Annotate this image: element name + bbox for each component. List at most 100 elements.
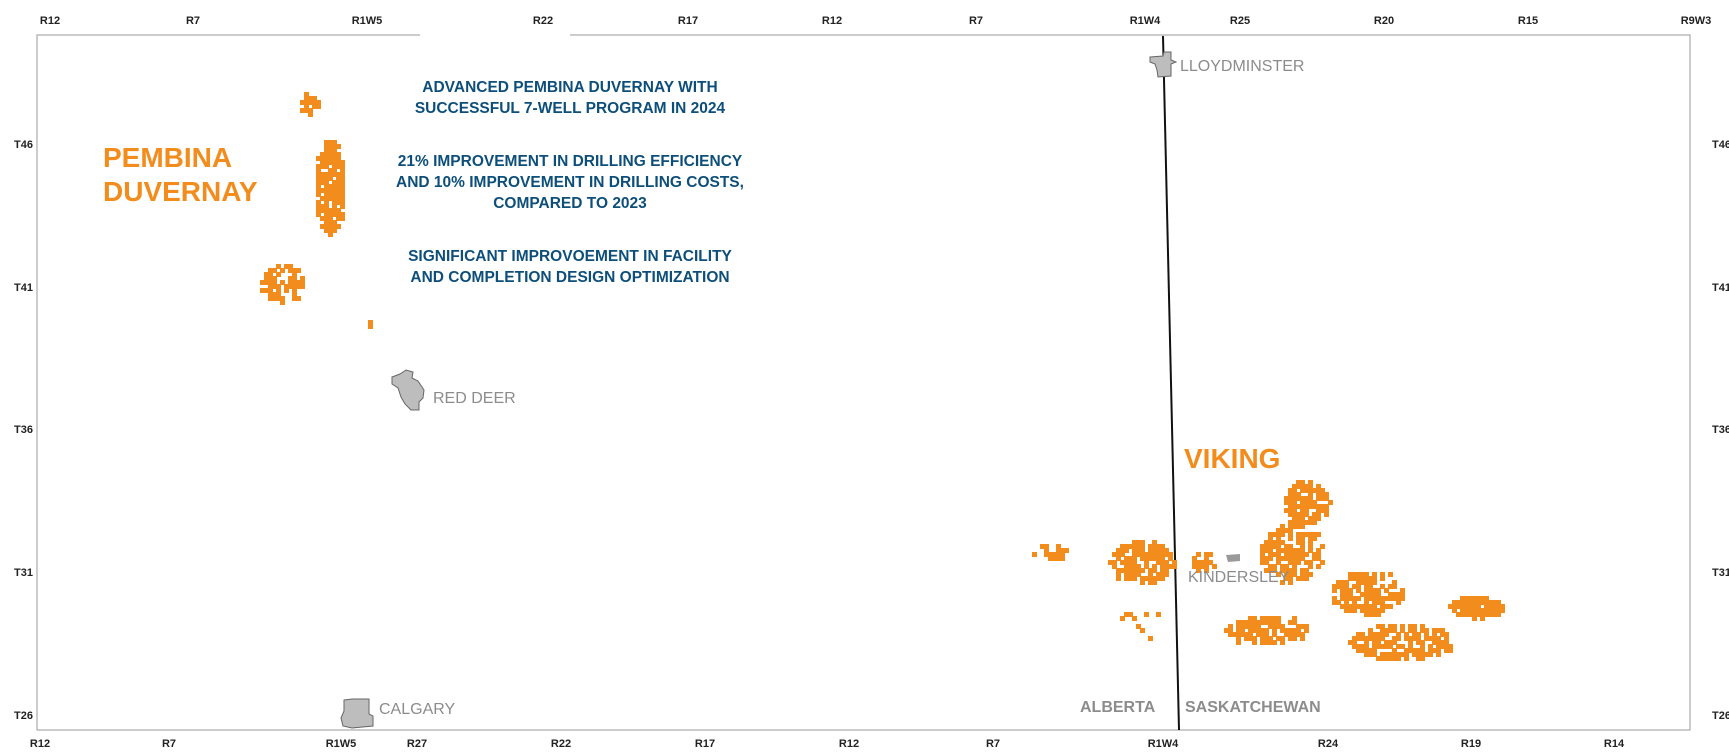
- well-cell: [1376, 640, 1381, 645]
- well-cell: [1276, 560, 1281, 565]
- well-cell: [328, 232, 333, 237]
- well-cell: [1352, 572, 1357, 577]
- well-cell: [1356, 644, 1361, 649]
- well-cell: [1288, 636, 1293, 641]
- well-cell: [1160, 544, 1165, 549]
- well-cell: [1292, 508, 1297, 513]
- well-cell: [1492, 604, 1497, 609]
- well-cell: [1172, 564, 1177, 569]
- well-cell: [1252, 620, 1257, 625]
- well-cell: [1488, 612, 1493, 617]
- well-cell: [1260, 556, 1265, 561]
- well-cell: [1284, 544, 1289, 549]
- well-cell: [1204, 560, 1209, 565]
- well-cell: [292, 284, 297, 289]
- well-cell: [1404, 648, 1409, 653]
- well-cell: [1304, 496, 1309, 501]
- well-cell: [1312, 488, 1317, 493]
- well-cell: [1432, 640, 1437, 645]
- well-cell: [268, 268, 273, 273]
- well-cell: [1300, 552, 1305, 557]
- well-cell: [1480, 608, 1485, 613]
- well-cell: [332, 156, 337, 161]
- well-cell: [1496, 600, 1501, 605]
- well-cell: [1268, 616, 1273, 621]
- well-cell: [332, 204, 337, 209]
- well-cell: [1168, 564, 1173, 569]
- well-cell: [1288, 536, 1293, 541]
- well-cell: [1304, 488, 1309, 493]
- well-cell: [1400, 592, 1405, 597]
- well-cell: [1300, 632, 1305, 637]
- well-cell: [276, 272, 281, 277]
- well-cell: [1384, 632, 1389, 637]
- well-cell: [1112, 552, 1117, 557]
- well-cell: [1044, 552, 1049, 557]
- well-cell: [1136, 624, 1141, 629]
- well-cell: [1276, 544, 1281, 549]
- well-cell: [1332, 600, 1337, 605]
- well-cell: [1292, 512, 1297, 517]
- well-cell: [340, 188, 345, 193]
- well-cell: [1292, 564, 1297, 569]
- well-cell: [1132, 576, 1137, 581]
- well-cell: [1248, 632, 1253, 637]
- well-cell: [280, 300, 285, 305]
- well-cell: [1152, 552, 1157, 557]
- well-cell: [1288, 552, 1293, 557]
- well-cell: [328, 160, 333, 165]
- well-cell: [336, 200, 341, 205]
- well-cell: [1248, 636, 1253, 641]
- well-cell: [272, 280, 277, 285]
- well-cell: [336, 152, 341, 157]
- well-cell: [1488, 604, 1493, 609]
- well-cell: [1248, 616, 1253, 621]
- well-cell: [276, 264, 281, 269]
- well-cell: [288, 264, 293, 269]
- well-cell: [1440, 640, 1445, 645]
- well-cell: [260, 288, 265, 293]
- well-cell: [1120, 616, 1125, 621]
- well-cell: [1380, 604, 1385, 609]
- well-cell: [368, 324, 373, 329]
- well-cell: [1288, 488, 1293, 493]
- well-cell: [1368, 580, 1373, 585]
- well-cell: [1460, 596, 1465, 601]
- well-cell: [1236, 632, 1241, 637]
- well-cell: [1376, 636, 1381, 641]
- well-cell: [300, 100, 305, 105]
- well-cell: [328, 208, 333, 213]
- well-cell: [1484, 612, 1489, 617]
- well-cell: [292, 272, 297, 277]
- well-cell: [316, 164, 321, 169]
- well-cell: [1336, 600, 1341, 605]
- well-cell: [1304, 560, 1309, 565]
- well-cell: [1304, 500, 1309, 505]
- well-cell: [1308, 544, 1313, 549]
- well-cell: [324, 160, 329, 165]
- well-cell: [1348, 604, 1353, 609]
- well-cell: [1128, 576, 1133, 581]
- well-cell: [1288, 548, 1293, 553]
- well-cell: [1228, 632, 1233, 637]
- well-cell: [1264, 620, 1269, 625]
- well-cell: [1384, 652, 1389, 657]
- well-cell: [1316, 552, 1321, 557]
- well-cell: [1276, 528, 1281, 533]
- well-cell: [1364, 652, 1369, 657]
- well-cell: [1308, 480, 1313, 485]
- well-cell: [1420, 644, 1425, 649]
- well-cell: [1308, 536, 1313, 541]
- well-cell: [1296, 536, 1301, 541]
- well-cell: [316, 188, 321, 193]
- well-cell: [1428, 652, 1433, 657]
- well-cell: [1156, 612, 1161, 617]
- well-cell: [324, 224, 329, 229]
- well-cell: [288, 284, 293, 289]
- well-cell: [332, 212, 337, 217]
- well-cell: [1124, 576, 1129, 581]
- well-cell: [316, 204, 321, 209]
- well-cell: [308, 100, 313, 105]
- well-cell: [1156, 544, 1161, 549]
- well-cell: [324, 204, 329, 209]
